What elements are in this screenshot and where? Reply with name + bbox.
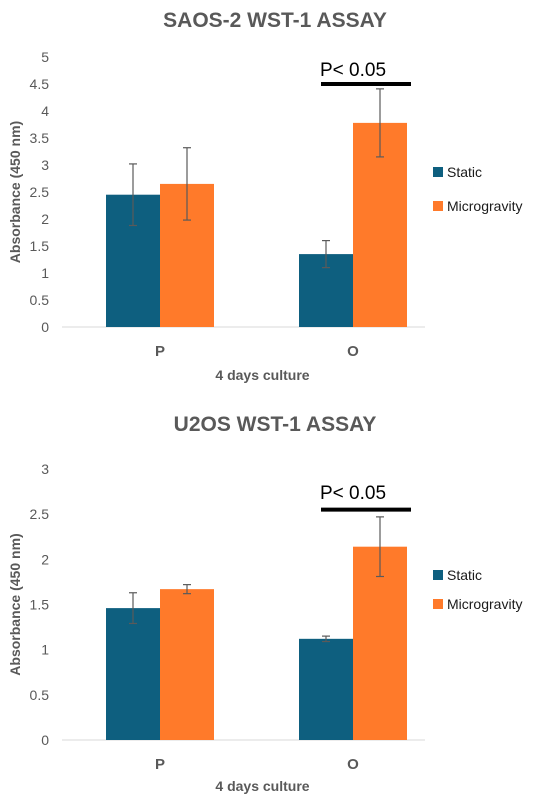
y-tick-label: 0: [41, 319, 49, 335]
bar-static: [106, 608, 160, 740]
legend-swatch-microgravity: [433, 599, 443, 609]
bar-static: [299, 638, 353, 740]
legend-label-static: Static: [447, 567, 482, 583]
significance-label: P< 0.05: [320, 60, 386, 81]
chart-u2os-svg: U2OS WST-1 ASSAY 0 0.5 1 1.5 2 2.5 3 Absorbance …: [7, 413, 522, 794]
y-tick-label: 2: [41, 551, 49, 567]
y-tick-label: 3.5: [30, 130, 50, 146]
x-category-label: O: [347, 756, 359, 773]
legend-label-static: Static: [447, 164, 482, 180]
y-tick-label: 2: [41, 211, 49, 227]
y-tick-label: 0: [41, 732, 49, 748]
bar-microgravity: [353, 546, 407, 740]
legend-swatch-microgravity: [433, 201, 443, 211]
legend-label-microgravity: Microgravity: [447, 198, 522, 214]
y-tick-label: 0.5: [30, 292, 50, 308]
x-category-label: P: [155, 756, 165, 773]
y-tick-label: 2.5: [30, 506, 50, 522]
y-axis-label: Absorbance (450 nm): [7, 121, 23, 263]
x-category-label: O: [347, 343, 359, 360]
significance-label: P< 0.05: [320, 483, 386, 504]
y-tick-label: 4: [41, 103, 49, 119]
chart-u2os: U2OS WST-1 ASSAY 0 0.5 1 1.5 2 2.5 3 Absorbance …: [0, 405, 550, 797]
legend-label-microgravity: Microgravity: [447, 596, 522, 612]
bar-microgravity: [160, 589, 214, 740]
y-tick-label: 2.5: [30, 184, 50, 200]
y-tick-label: 0.5: [30, 687, 50, 703]
y-tick-label: 1.5: [30, 597, 50, 613]
y-tick-label: 1: [41, 642, 49, 658]
chart-title: SAOS-2 WST-1 ASSAY: [163, 9, 387, 32]
y-tick-label: 3: [41, 461, 49, 477]
legend-swatch-static: [433, 167, 443, 177]
x-category-label: P: [155, 343, 165, 360]
y-tick-label: 1.5: [30, 238, 50, 254]
legend-swatch-static: [433, 570, 443, 580]
y-tick-label: 4.5: [30, 76, 50, 92]
y-tick-label: 1: [41, 265, 49, 281]
y-tick-label: 5: [41, 49, 49, 65]
x-axis-label: 4 days culture: [215, 367, 309, 383]
chart-saos2-svg: SAOS-2 WST-1 ASSAY 0 0.5 1 1.5 2 2.5 3 3.5 4 4.5 5 A…: [7, 9, 522, 383]
y-tick-label: 3: [41, 157, 49, 173]
y-axis-label: Absorbance (450 nm): [7, 533, 23, 675]
chart-saos2: SAOS-2 WST-1 ASSAY 0 0.5 1 1.5 2 2.5 3 3.5 4 4.5 5 A…: [0, 0, 550, 390]
chart-title: U2OS WST-1 ASSAY: [174, 413, 377, 436]
x-axis-label: 4 days culture: [215, 778, 309, 794]
